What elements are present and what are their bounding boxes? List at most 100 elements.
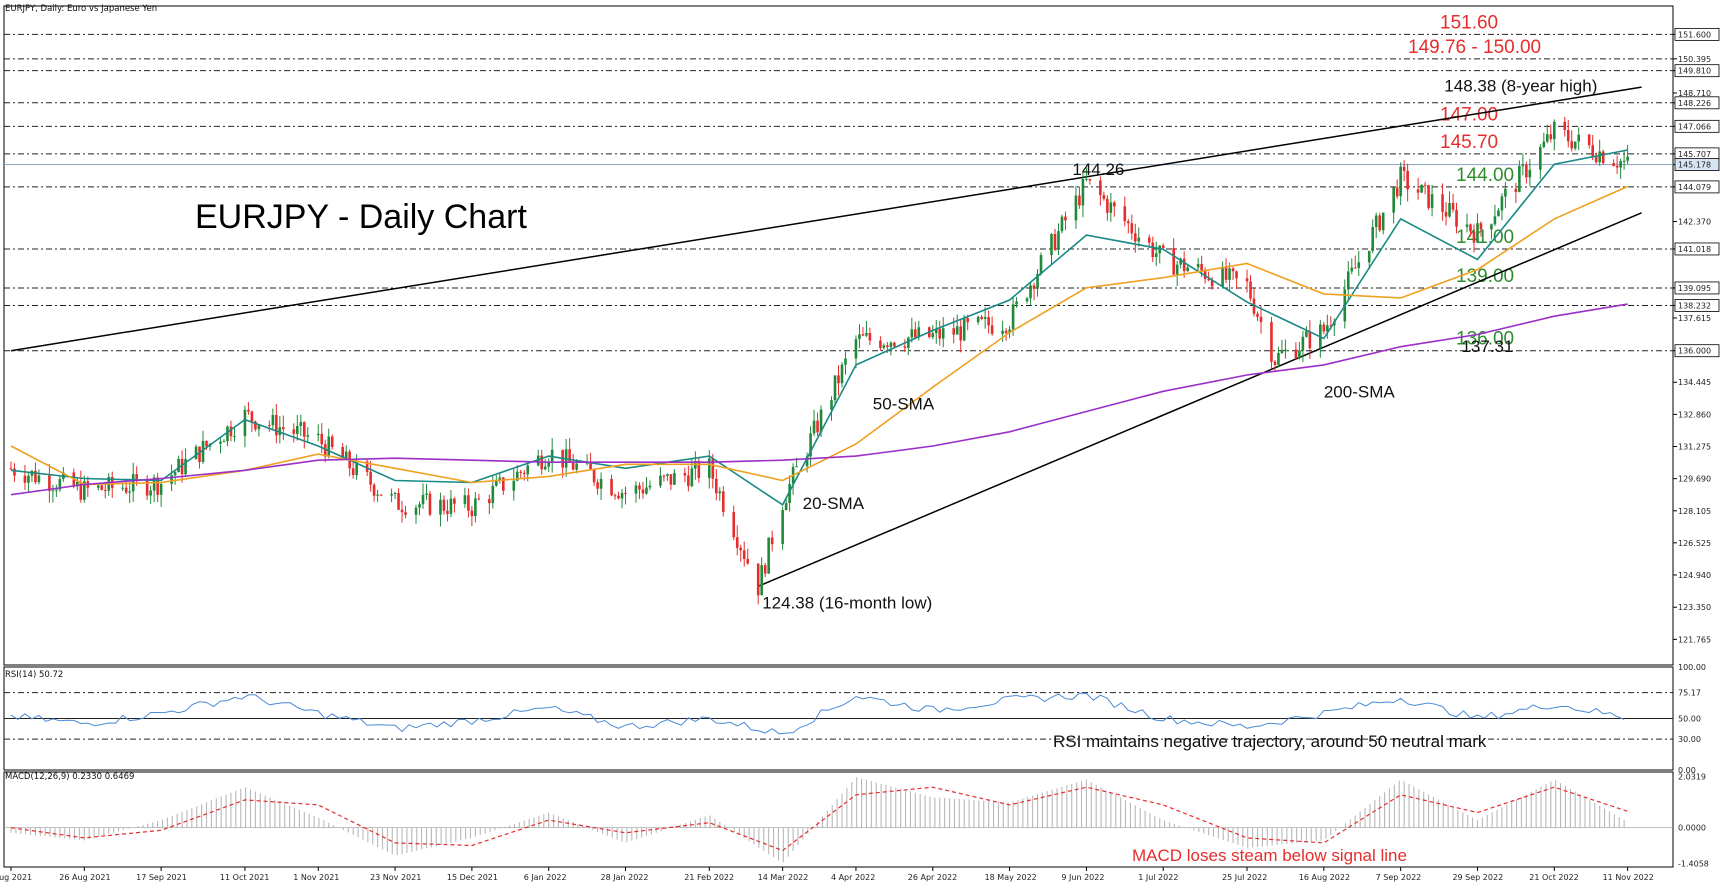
- candle-body: [687, 475, 690, 487]
- price-label-box: [1674, 344, 1720, 358]
- candle-body: [830, 400, 833, 410]
- candle-body: [959, 326, 963, 341]
- candle-body: [1210, 279, 1214, 287]
- price-label-box: [1674, 27, 1720, 41]
- candle-body: [756, 563, 760, 596]
- candle-body: [1350, 267, 1354, 272]
- candle-body: [1123, 206, 1127, 222]
- candle-body: [1612, 163, 1615, 166]
- date-label: 6 Jan 2022: [524, 873, 567, 882]
- candle-body: [37, 475, 41, 483]
- candle-body: [976, 316, 980, 323]
- candle-body: [1284, 349, 1287, 352]
- candle-body: [76, 481, 79, 487]
- candle-body: [1175, 264, 1179, 275]
- date-label: 21 Oct 2022: [1529, 873, 1578, 882]
- main-panel-title: EURJPY, Daily: Euro vs Japanese Yen: [5, 4, 157, 14]
- candle-body: [128, 491, 131, 493]
- candle-body: [917, 327, 921, 338]
- candle-body: [219, 441, 222, 444]
- candle-body: [805, 456, 809, 467]
- candle-body: [376, 494, 379, 496]
- date-label: 26 Aug 2021: [59, 873, 110, 882]
- candle-body: [1490, 224, 1493, 230]
- candle-body: [48, 475, 51, 491]
- candle-body: [1308, 331, 1312, 349]
- candle-body: [610, 478, 613, 496]
- price-axis-label: 151.600: [1678, 30, 1711, 39]
- price-axis-label: 142.370: [1678, 218, 1711, 227]
- candle-body: [145, 479, 149, 496]
- candle-body: [1367, 250, 1371, 263]
- candle-body: [316, 433, 320, 436]
- candle-body: [369, 471, 372, 485]
- candle-body: [243, 409, 247, 436]
- candle-body: [910, 329, 914, 338]
- candle-body: [1542, 141, 1546, 147]
- candle-body: [1280, 351, 1284, 353]
- annotation-0: 148.38 (8-year high): [1444, 77, 1597, 96]
- candle-body: [247, 409, 250, 412]
- trendline-1: [757, 212, 1642, 588]
- candle-body: [379, 494, 383, 496]
- candle-body: [463, 495, 467, 504]
- candle-body: [962, 318, 966, 341]
- candle-body: [522, 472, 526, 475]
- candle-body: [934, 328, 938, 334]
- candle-body: [1500, 196, 1504, 211]
- candle-body: [198, 446, 201, 463]
- date-label: 9 Jun 2022: [1061, 873, 1104, 882]
- candle-body: [1441, 194, 1444, 212]
- date-label: 4 Apr 2022: [831, 873, 875, 882]
- candle-body: [861, 334, 865, 336]
- candle-body: [617, 495, 620, 499]
- candle-body: [1378, 215, 1382, 231]
- candle-body: [1294, 349, 1298, 359]
- candle-body: [180, 458, 184, 475]
- candle-body: [1539, 146, 1542, 170]
- candle-body: [205, 441, 208, 447]
- candle-body: [812, 420, 816, 434]
- candle-body: [194, 446, 198, 460]
- candle-body: [1353, 267, 1357, 269]
- rsi-line: [10, 692, 1625, 735]
- candle-body: [1273, 361, 1277, 365]
- annotation-3: 124.38 (16-month low): [762, 593, 932, 612]
- candle-body: [1622, 160, 1626, 162]
- sma-line-20-SMA: [10, 149, 1628, 506]
- candle-body: [1277, 352, 1280, 365]
- candle-body: [1427, 185, 1430, 208]
- price-axis-label: 138.232: [1678, 301, 1711, 310]
- candle-body: [306, 435, 310, 437]
- candle-body: [1374, 215, 1378, 228]
- candle-body: [83, 481, 86, 500]
- candle-body: [1626, 156, 1629, 161]
- candle-body: [390, 494, 393, 496]
- candle-body: [760, 565, 763, 596]
- candle-body: [673, 472, 676, 485]
- candle-body: [844, 358, 847, 365]
- candle-body: [1102, 195, 1106, 199]
- candle-body: [1200, 263, 1203, 271]
- candle-body: [1025, 298, 1029, 302]
- date-label: 14 Mar 2022: [758, 873, 809, 882]
- candle-body: [1172, 247, 1175, 275]
- price-label-box: [1674, 299, 1720, 312]
- level-label-8: 139.00: [1456, 266, 1514, 287]
- chart-title: EURJPY - Daily Chart: [195, 198, 527, 236]
- candle-body: [1081, 178, 1085, 206]
- candle-body: [1032, 285, 1036, 289]
- candle-body: [1249, 281, 1252, 299]
- price-axis-label: 123.350: [1678, 603, 1711, 612]
- candle-body: [763, 565, 767, 574]
- price-axis-label: 144.079: [1678, 183, 1711, 192]
- candle-body: [1298, 350, 1301, 359]
- macd-panel-title: MACD(12,26,9) 0.2330 0.6469: [5, 772, 134, 782]
- candle-body: [1420, 184, 1423, 193]
- candle-body: [1322, 324, 1326, 332]
- candle-body: [683, 472, 687, 476]
- date-label: 26 Apr 2022: [908, 873, 957, 882]
- date-label: 16 Aug 2022: [1299, 873, 1350, 882]
- candle-body: [938, 328, 942, 339]
- candle-body: [495, 480, 498, 486]
